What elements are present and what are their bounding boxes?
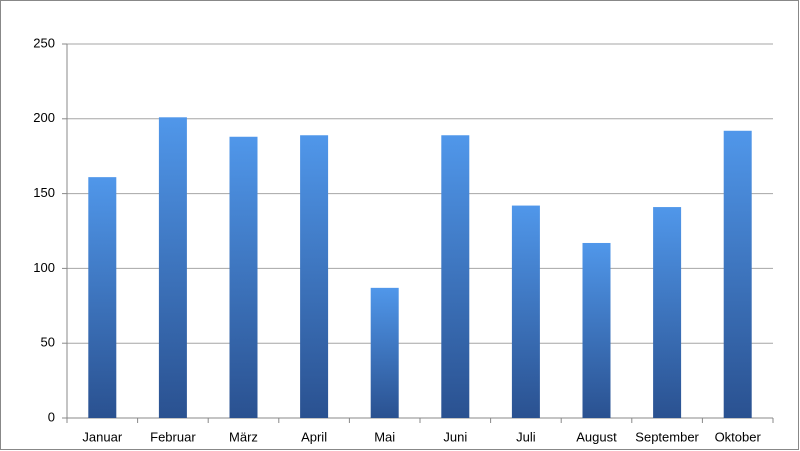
x-tick-label: Mai — [374, 429, 395, 444]
y-tick-label: 100 — [33, 260, 55, 275]
y-tick-label: 50 — [41, 335, 55, 350]
x-tick-label: Juni — [443, 429, 467, 444]
bar — [653, 207, 682, 418]
y-tick-label: 150 — [33, 185, 55, 200]
bar — [300, 135, 329, 419]
bar — [158, 117, 187, 418]
bar — [441, 135, 470, 419]
bar — [723, 130, 752, 418]
x-tick-label: Oktober — [715, 429, 762, 444]
y-tick-label: 200 — [33, 110, 55, 125]
bar — [229, 136, 258, 418]
y-tick-label: 250 — [33, 35, 55, 50]
x-tick-label: Januar — [82, 429, 122, 444]
x-tick-label: April — [301, 429, 327, 444]
y-tick-label: 0 — [48, 409, 55, 424]
x-tick-label: März — [229, 429, 258, 444]
bar — [582, 242, 611, 418]
x-tick-label: August — [576, 429, 617, 444]
x-tick-label: Juli — [516, 429, 536, 444]
bar — [511, 205, 540, 418]
bar — [370, 287, 399, 418]
x-tick-label: September — [635, 429, 699, 444]
bar — [88, 177, 117, 418]
x-tick-label: Februar — [150, 429, 196, 444]
